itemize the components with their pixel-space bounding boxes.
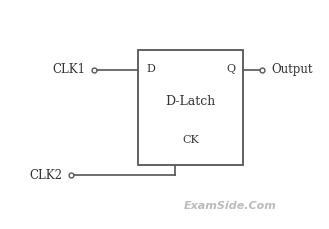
- Text: CLK1: CLK1: [53, 63, 86, 76]
- Text: D-Latch: D-Latch: [166, 95, 216, 108]
- Text: Q: Q: [226, 64, 235, 74]
- Bar: [138, 50, 243, 165]
- Text: ExamSide.Com: ExamSide.Com: [184, 201, 277, 211]
- Text: CK: CK: [182, 135, 199, 145]
- Text: CLK2: CLK2: [30, 169, 63, 182]
- Text: Output: Output: [271, 63, 313, 76]
- Text: D: D: [146, 64, 155, 74]
